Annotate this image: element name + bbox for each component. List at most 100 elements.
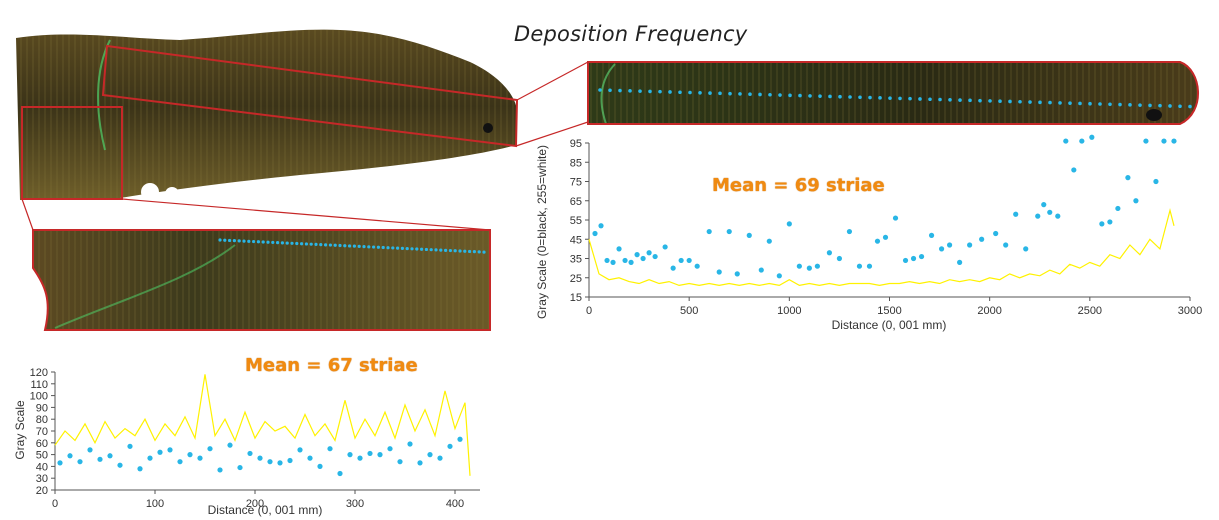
strip-profile-dot: [838, 94, 842, 99]
strip-profile-dot: [738, 92, 742, 96]
chart-left-ytick-label: 40: [36, 461, 48, 473]
section-profile-dot: [439, 248, 443, 252]
chart-right-data-point: [746, 232, 752, 238]
strip-profile-dot: [708, 91, 712, 95]
strip-profile-dot: [1078, 101, 1082, 106]
chart-right-ytick-label: 85: [570, 157, 582, 169]
chart-left-data-point: [227, 442, 233, 448]
section-profile-dot: [228, 238, 232, 243]
chart-right-data-point: [634, 252, 640, 258]
strip-profile-dot: [1008, 99, 1012, 104]
section-profile-dot: [261, 240, 265, 244]
chart-left-data-point: [237, 464, 243, 471]
chart-left-data-point: [247, 450, 253, 457]
chart-left-xtick-label: 100: [146, 498, 164, 510]
section-profile-dot: [333, 243, 337, 247]
chart-right-gray-trace: [588, 208, 1175, 287]
chart-right-data-point: [928, 232, 935, 238]
strip-profile-dot: [688, 90, 692, 95]
figure-title: Deposition Frequency: [514, 22, 748, 46]
strip-profile-dot: [618, 88, 622, 93]
section-profile-dot: [381, 245, 385, 250]
chart-left-data-point: [447, 443, 453, 449]
chart-left-data-point: [207, 446, 213, 452]
chart-left-ytick-label: 80: [36, 414, 48, 426]
strip-profile-dot: [1018, 99, 1022, 104]
chart-right-data-point: [686, 257, 692, 264]
chart-left-ytick-label: 90: [36, 402, 48, 414]
strip-profile-dot: [988, 99, 992, 103]
strip-profile-dot: [1048, 100, 1052, 105]
chart-right-data-point: [786, 221, 792, 227]
section-profile-dot: [357, 244, 361, 248]
chart-right-data-point: [1003, 242, 1009, 248]
section-profile-dot: [477, 250, 481, 254]
chart-left-data-point: [127, 443, 133, 449]
section-profile-dot: [276, 241, 280, 245]
chart-left-data-point: [377, 452, 383, 458]
section-profile-dot: [472, 250, 476, 254]
strip-profile-dot: [698, 91, 702, 95]
chart-right-data-point: [1161, 138, 1167, 144]
chart-right-data-point: [796, 263, 802, 269]
chart-right-data-point: [957, 259, 963, 265]
chart-right-data-point: [1055, 213, 1061, 219]
chart-right-data-point: [882, 234, 889, 240]
strip-profile-dot: [848, 95, 852, 99]
chart-right-data-point: [826, 250, 833, 256]
chart-left-data-point: [67, 453, 73, 459]
strip-profile-dot: [598, 88, 602, 92]
chart-left-data-point: [317, 463, 323, 469]
chart-left-ytick-label: 120: [30, 367, 48, 379]
chart-left-data-point: [117, 462, 123, 468]
strip-profile-dot: [658, 89, 662, 94]
chart-right-data-point: [766, 238, 772, 244]
chart-right-ytick-label: 65: [570, 196, 582, 208]
chart-right-data-point: [776, 273, 782, 279]
section-profile-dot: [271, 240, 275, 245]
strip-profile-dot: [1178, 104, 1182, 109]
section-profile-dot: [463, 249, 467, 253]
strip-profile-dot: [1038, 100, 1042, 105]
chart-right-data-point: [1143, 138, 1149, 144]
section-profile-dot: [410, 247, 414, 251]
chart-right-xtick-label: 1500: [877, 305, 901, 317]
chart-right-data-point: [1013, 211, 1019, 217]
chart-left-data-point: [387, 446, 393, 452]
chart-right-data-point: [758, 267, 764, 273]
section-profile-dot: [304, 242, 308, 246]
section-profile-dot: [420, 247, 424, 251]
strip-profile-dot: [668, 90, 672, 94]
chart-right-xtick-label: 3000: [1178, 305, 1202, 317]
strip-profile-dot: [1058, 101, 1062, 105]
strip-profile-dot: [1068, 101, 1072, 105]
chart-left-ytick-label: 30: [36, 473, 48, 485]
strip-profile-dot: [888, 96, 892, 100]
chart-right-data-point: [856, 263, 863, 269]
strip-profile-dot: [1118, 102, 1122, 107]
chart-right-data-point: [846, 228, 853, 235]
section-profile-dot: [280, 241, 284, 245]
strip-profile-dot: [828, 94, 832, 99]
chart-right-data-point: [814, 263, 820, 269]
chart-right-data-point: [640, 255, 646, 262]
chart-left-data-point: [327, 446, 333, 452]
chart-right-data-point: [706, 228, 712, 235]
strip-profile-dot: [1168, 104, 1172, 108]
chart-left-data-point: [157, 449, 163, 455]
section-profile-dot: [429, 248, 433, 252]
section-profile-dot: [252, 239, 256, 244]
strip-profile-dot: [928, 97, 932, 102]
strip-profile-dot: [1188, 104, 1192, 109]
chart-right-data-point: [604, 257, 610, 264]
chart-left-ytick-label: 20: [36, 485, 48, 497]
chart-left-data-point: [457, 436, 463, 442]
chart-right-xtick-label: 2000: [977, 305, 1001, 317]
strip-profile-dot: [768, 92, 772, 97]
chart-right-data-point: [947, 242, 953, 248]
chart-right-data-point: [874, 238, 881, 244]
section-profile-dot: [295, 241, 299, 246]
chart-right-data-point: [716, 269, 722, 275]
chart-right-data-point: [662, 244, 668, 250]
section-profile-dot: [319, 243, 323, 247]
